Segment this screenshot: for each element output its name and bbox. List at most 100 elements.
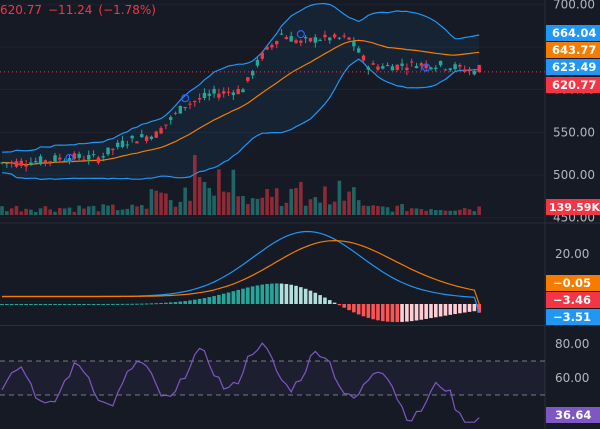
volume-bar [197, 177, 202, 215]
volume-bar [207, 187, 212, 215]
signal-marker [181, 94, 190, 103]
histogram-bar [294, 285, 298, 304]
candle-body [448, 68, 452, 70]
histogram-bar [342, 304, 347, 308]
histogram-bar [270, 283, 274, 304]
candle-body [453, 64, 457, 70]
histogram-bar [400, 304, 404, 322]
volume-bar [120, 209, 125, 215]
histogram-bar [347, 304, 351, 311]
candle-body [188, 103, 192, 105]
price-badge [546, 25, 600, 41]
candle-body [125, 144, 130, 146]
histogram-bar [82, 303, 86, 305]
candle-body [318, 39, 322, 41]
candle-body [130, 135, 134, 139]
histogram-bar [274, 283, 279, 304]
volume-bar [279, 205, 284, 215]
histogram-bar [207, 297, 212, 304]
volume-bar [91, 205, 96, 215]
price-badge-label: 623.49 [552, 60, 596, 74]
bollinger-band-fill [2, 3, 480, 180]
histogram-bar [434, 304, 438, 318]
candle-body [419, 63, 424, 66]
volume-bar [361, 205, 366, 215]
bollinger-basis-line [1, 39, 480, 166]
signal-marker [65, 153, 74, 163]
volume-bar [303, 205, 308, 215]
volume-bar [183, 187, 187, 215]
bollinger-upper-line [1, 2, 480, 153]
histogram-bar [197, 298, 202, 304]
candle-body [193, 101, 197, 103]
volume-bar [289, 188, 293, 215]
volume-bar [453, 210, 457, 215]
price-badge-label: 643.77 [552, 43, 596, 57]
candle-body [222, 91, 226, 94]
histogram-bar [173, 301, 178, 304]
candle-body [62, 160, 67, 162]
histogram-bar [409, 304, 414, 322]
macd-badge [546, 292, 600, 308]
volume-bar [260, 197, 265, 215]
volume-bar [159, 192, 163, 215]
volume-bar [226, 192, 231, 215]
candle-body [202, 92, 207, 98]
price-tick-label: 550.00 [553, 125, 595, 139]
histogram-bar [202, 298, 207, 304]
histogram-bar [24, 303, 28, 305]
histogram-bar [43, 303, 48, 305]
histogram-bar [279, 283, 284, 304]
volume-bar [130, 204, 134, 215]
histogram-bar [395, 304, 400, 323]
histogram-bar [472, 304, 477, 312]
candle-body [472, 71, 477, 75]
volume-bar [96, 211, 101, 215]
rsi-badge-label: 36.64 [555, 408, 591, 422]
volume-bar [29, 209, 33, 215]
volume-bar [332, 201, 337, 215]
histogram-bar [318, 295, 322, 304]
candle-body [29, 162, 33, 166]
histogram-bar [19, 303, 24, 305]
histogram-bar [405, 304, 409, 322]
histogram-bar [337, 304, 342, 306]
histogram-bar [246, 287, 250, 304]
candle-body [48, 161, 52, 163]
price-badge [546, 42, 600, 58]
volume-bar [241, 196, 245, 215]
volume-bar [72, 211, 77, 215]
volume-bar [265, 189, 269, 215]
volume-bar [101, 204, 106, 215]
volume-bar [255, 198, 260, 215]
volume-bar [458, 209, 462, 215]
histogram-bar [183, 301, 187, 304]
candle-body [183, 107, 187, 109]
volume-bar [405, 211, 409, 215]
histogram-bar [38, 303, 43, 305]
histogram-bar [135, 303, 139, 305]
histogram-bar [356, 304, 361, 315]
volume-bar [434, 209, 438, 215]
candle-body [9, 161, 14, 164]
candle-body [342, 35, 346, 37]
candle-body [246, 77, 250, 81]
candle-body [308, 37, 313, 42]
price-badge [546, 59, 600, 75]
volume-bar [14, 205, 19, 215]
volume-bar [274, 188, 279, 215]
volume-bar [221, 191, 226, 215]
volume-bar [48, 209, 52, 215]
macd-badge [546, 309, 600, 325]
candle-body [154, 131, 158, 138]
histogram-bar [221, 293, 226, 304]
candle-body [328, 37, 332, 41]
volume-bar [173, 206, 178, 215]
rsi-band-fill [0, 361, 545, 395]
candle-body [356, 48, 361, 53]
volume-bar [231, 169, 236, 215]
volume-bar [414, 208, 419, 215]
macd-badge [546, 275, 600, 291]
